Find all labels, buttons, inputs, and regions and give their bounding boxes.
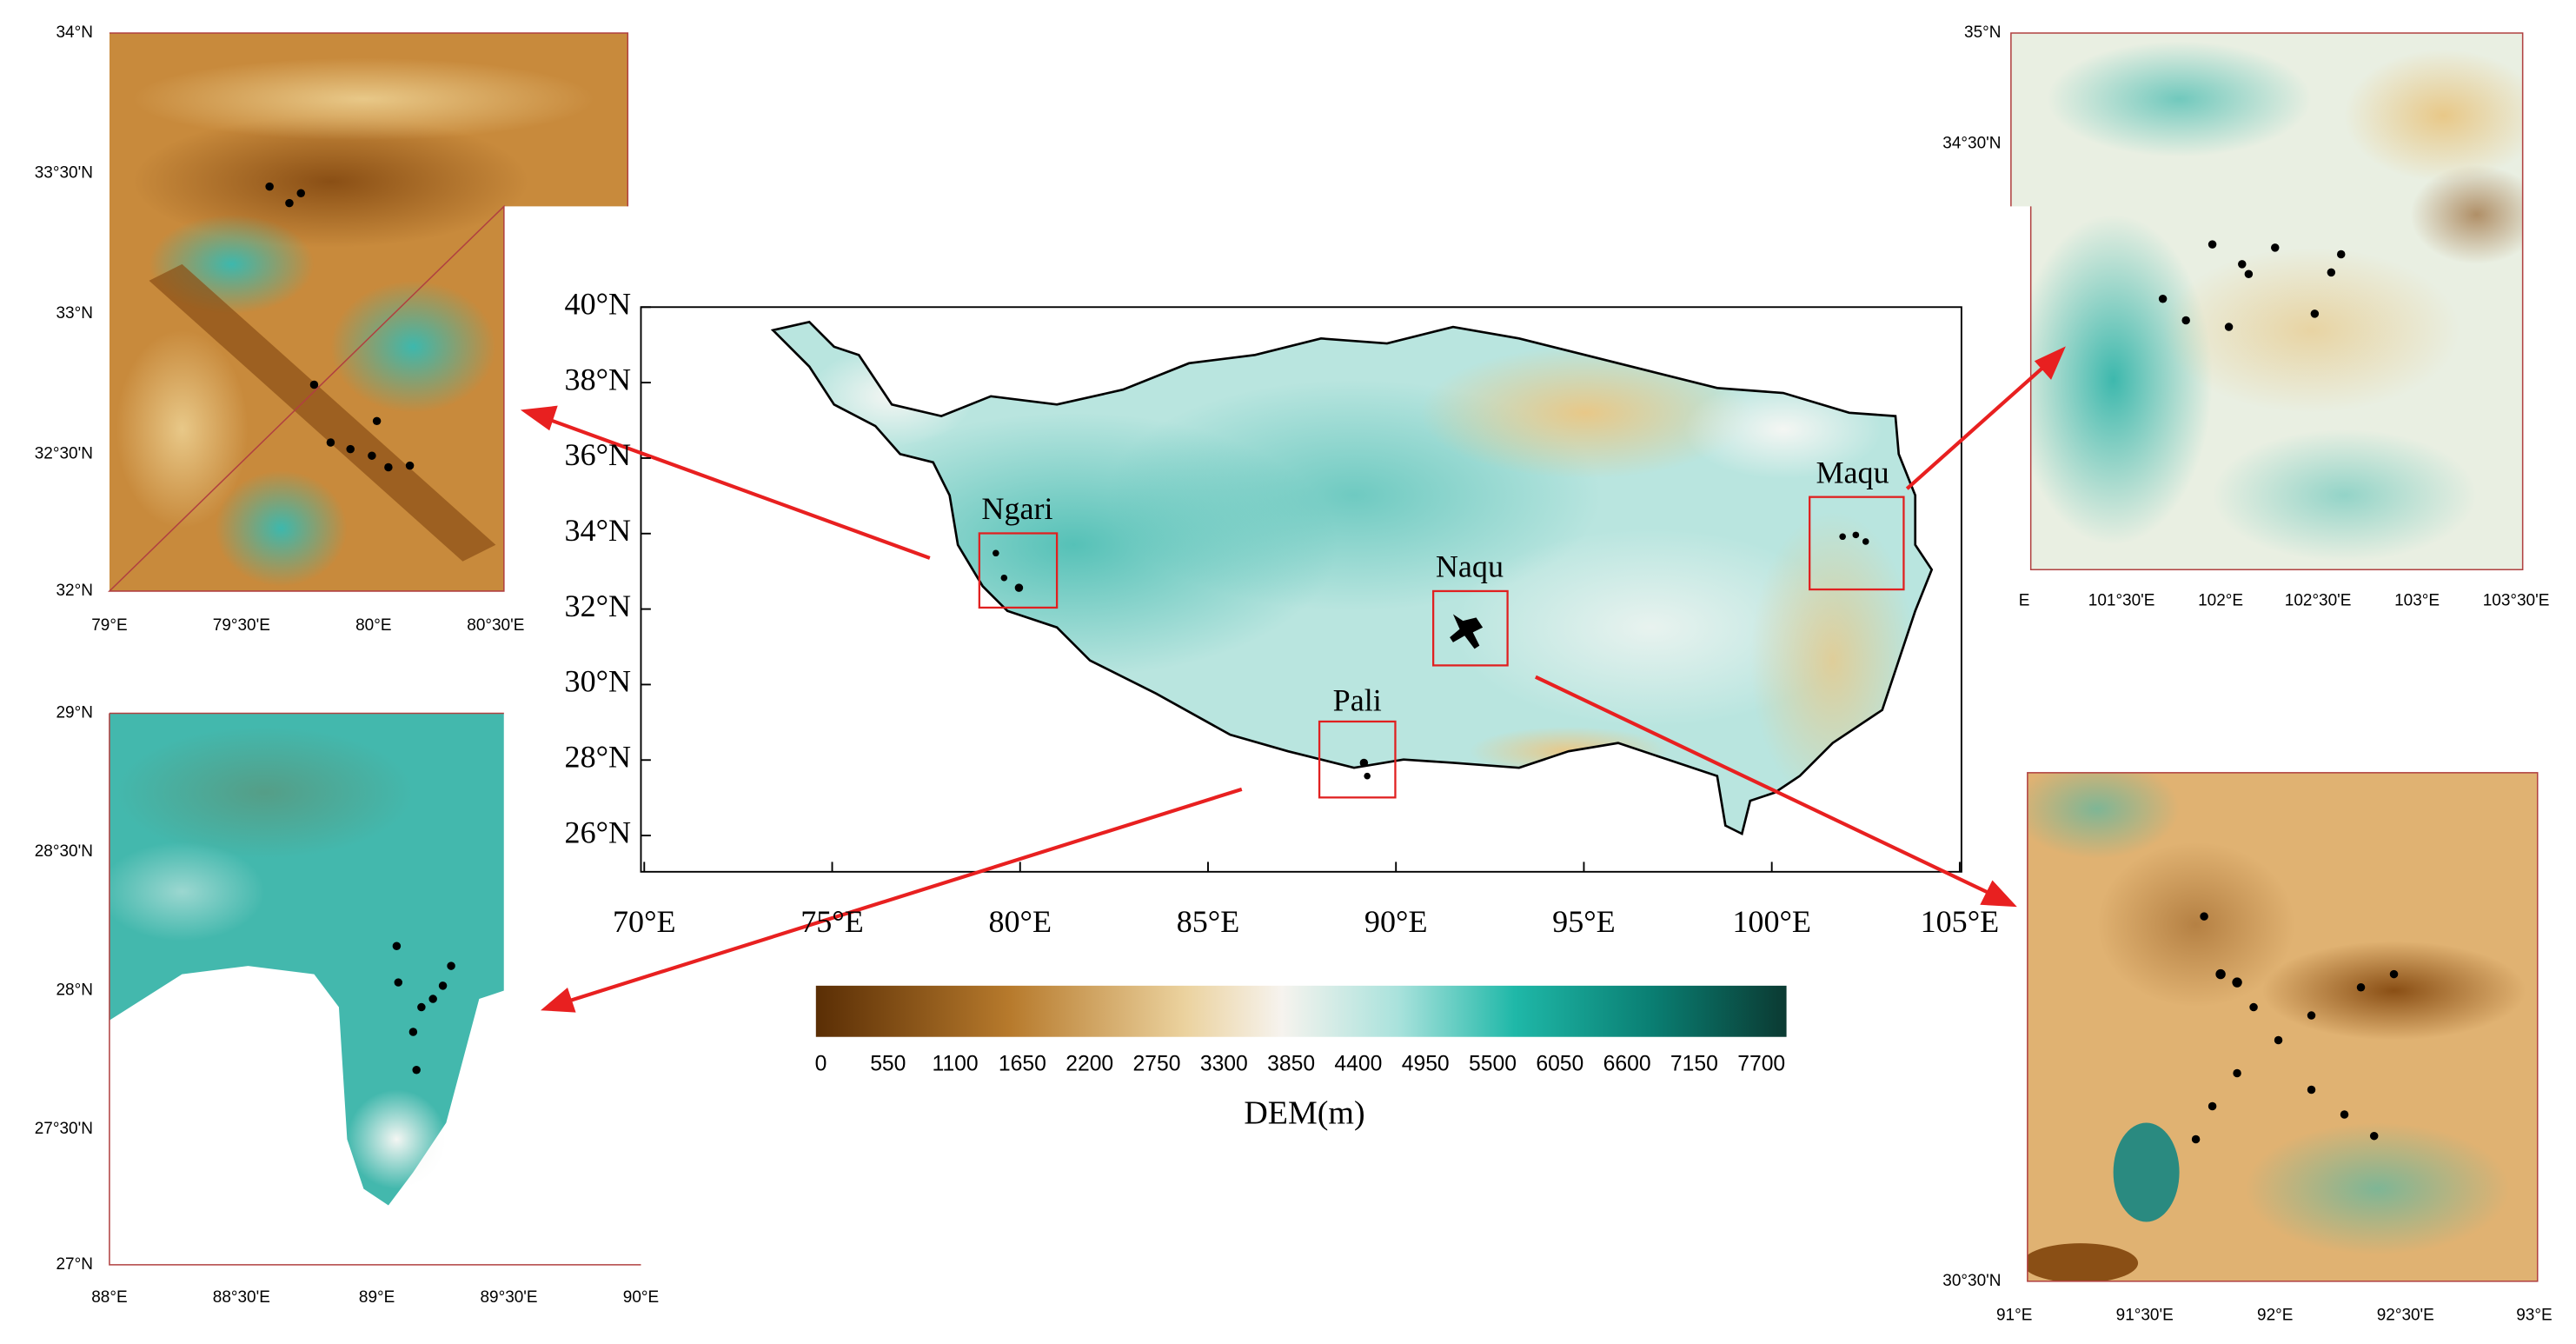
inset-ngari — [108, 32, 629, 592]
colorbar-tick-label: 550 — [870, 1053, 906, 1076]
colorbar-tick-label: 1100 — [933, 1053, 979, 1076]
inset-lat-label: 35°N — [1964, 23, 2001, 42]
inset-pali — [109, 712, 641, 1266]
lat-label: 40°N — [565, 287, 632, 322]
inset-lat-label: 27°N — [56, 1255, 93, 1274]
lon-label: 100°E — [1732, 904, 1811, 939]
inset-lat-label: 32°N — [56, 582, 93, 600]
inset-lon-label: 102°E — [2198, 591, 2243, 609]
colorbar-label: DEM(m) — [1244, 1095, 1364, 1132]
lat-label: 36°N — [565, 437, 632, 472]
inset-lon-label: 80°E — [355, 616, 391, 635]
lat-label: 34°N — [565, 513, 632, 548]
colorbar-tick-label: 5500 — [1469, 1053, 1517, 1076]
colorbar-gradient — [815, 985, 1787, 1037]
lat-label: 26°N — [565, 815, 632, 849]
inset-lat-label: 32°30'N — [35, 444, 93, 462]
inset-lon-label: 91°E — [1996, 1307, 2032, 1325]
inset-lon-label: 90°E — [623, 1288, 659, 1307]
colorbar: 0 550 1100 1650 2200 2750 3300 3850 4400 4950 5500… — [815, 985, 1787, 1132]
region-label: Ngari — [981, 491, 1052, 526]
inset-lat-label: 30°30'N — [1942, 1272, 2001, 1290]
inset-maqu — [2010, 32, 2524, 571]
colorbar-tick-label: 3850 — [1267, 1053, 1315, 1076]
inset-lat-label: 27°30'N — [35, 1120, 93, 1138]
inset-lon-label: 103°E — [2394, 591, 2440, 609]
inset-lon-label: 92°30'E — [2377, 1307, 2434, 1325]
inset-lon-label: 88°30'E — [213, 1288, 270, 1307]
lon-label: 95°E — [1552, 904, 1616, 939]
inset-lat-label: 33°30'N — [35, 163, 93, 182]
inset-lon-label: E — [2019, 591, 2030, 609]
inset-lon-label: 93°E — [2516, 1307, 2552, 1325]
colorbar-tick-label: 2750 — [1133, 1053, 1181, 1076]
lat-label: 28°N — [565, 740, 632, 775]
colorbar-tick-label: 7700 — [1737, 1053, 1785, 1076]
inset-lon-label: 89°E — [359, 1288, 395, 1307]
region-label: Pali — [1333, 682, 1382, 717]
inset-lat-label: 33°N — [56, 304, 93, 323]
inset-lat-label: 28°N — [56, 981, 93, 1000]
colorbar-tick-label: 3300 — [1200, 1053, 1248, 1076]
colorbar-tick-label: 2200 — [1066, 1053, 1113, 1076]
inset-lat-label: 34°30'N — [1942, 134, 2001, 152]
inset-naqu — [2027, 772, 2539, 1282]
inset-lon-label: 102°30'E — [2285, 591, 2352, 609]
inset-lon-label: 79°E — [91, 616, 127, 635]
lat-label: 38°N — [565, 362, 632, 396]
lon-label: 105°E — [1921, 904, 2000, 939]
lon-label: 90°E — [1364, 904, 1428, 939]
lon-label: 80°E — [988, 904, 1052, 939]
inset-lon-label: 89°30'E — [480, 1288, 537, 1307]
inset-lat-label: 34°N — [56, 23, 93, 42]
colorbar-tick-label: 1650 — [999, 1053, 1046, 1076]
inset-lon-label: 79°30'E — [213, 616, 270, 635]
lon-label: 85°E — [1177, 904, 1240, 939]
region-label: Naqu — [1436, 549, 1504, 584]
lat-label: 30°N — [565, 664, 632, 699]
colorbar-tick-label: 7150 — [1670, 1053, 1718, 1076]
region-label: Maqu — [1816, 455, 1889, 489]
inset-lon-label: 101°30'E — [2088, 591, 2155, 609]
main-map — [640, 306, 1962, 873]
lat-label: 32°N — [565, 589, 632, 623]
colorbar-tick-label: 4400 — [1334, 1053, 1382, 1076]
lon-label: 75°E — [800, 904, 864, 939]
lon-label: 70°E — [613, 904, 676, 939]
region-boxes — [978, 496, 1905, 799]
arrows — [520, 346, 2066, 1013]
inset-lon-label: 88°E — [91, 1288, 127, 1307]
inset-lon-label: 103°30'E — [2483, 591, 2550, 609]
colorbar-tick-label: 0 — [815, 1053, 827, 1076]
colorbar-tick-label: 6050 — [1536, 1053, 1583, 1076]
inset-lon-label: 91°30'E — [2116, 1307, 2174, 1325]
inset-lat-label: 28°30'N — [35, 842, 93, 861]
inset-lon-label: 80°30'E — [467, 616, 524, 635]
colorbar-tick-label: 6600 — [1603, 1053, 1651, 1076]
inset-lat-label: 29°N — [56, 703, 93, 722]
colorbar-tick-label: 4950 — [1402, 1053, 1450, 1076]
inset-lon-label: 92°E — [2257, 1307, 2293, 1325]
